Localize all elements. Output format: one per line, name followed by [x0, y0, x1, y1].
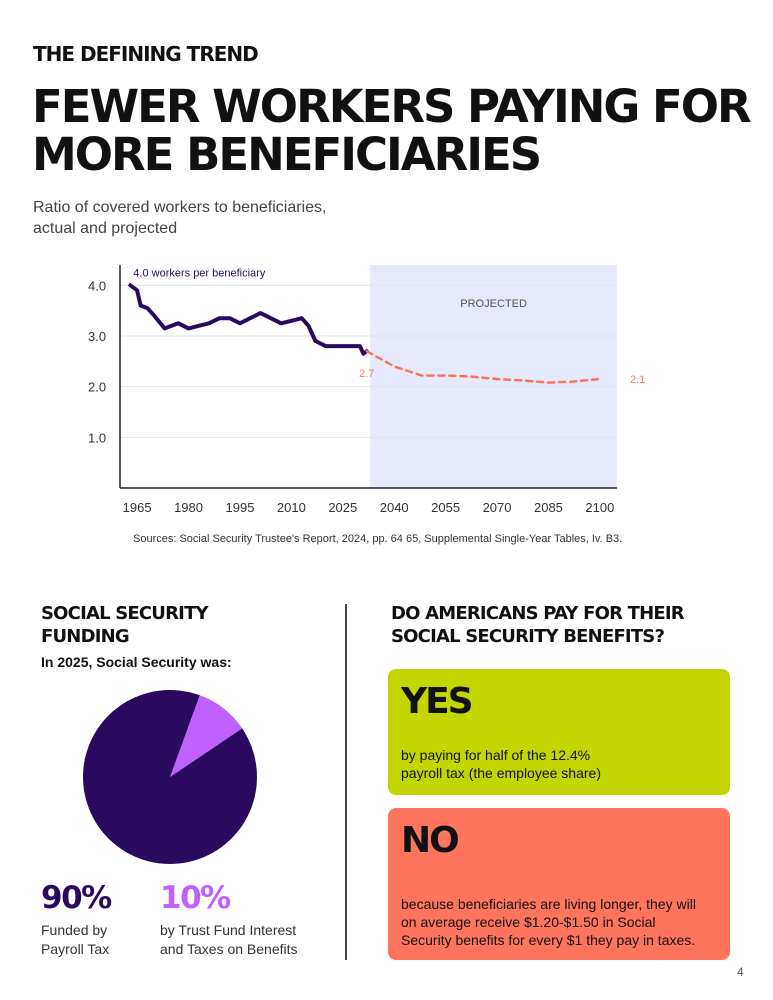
x-tick-label: 2010 — [277, 500, 306, 515]
worker-ratio-line-chart: PROJECTED 1.0 2.0 3.0 4.0 1965 1980 1995 2010 202… — [88, 265, 645, 515]
y-tick-label: 1.0 — [88, 430, 106, 445]
yes-text: by paying for half of the 12.4% payroll … — [401, 746, 601, 782]
actual-series-line — [128, 283, 369, 356]
page-number: 4 — [737, 965, 744, 979]
trust-fund-label: by Trust Fund Interest and Taxes on Bene… — [160, 921, 298, 959]
no-text: because beneficiaries are living longer,… — [401, 895, 696, 949]
no-card: NO because beneficiaries are living long… — [388, 808, 730, 960]
current-value-annotation: 2.7 — [359, 368, 374, 380]
x-tick-label: 1995 — [226, 500, 255, 515]
section-divider — [345, 604, 347, 960]
yes-heading: YES — [401, 681, 474, 722]
payroll-tax-label-line1: Funded by — [41, 922, 108, 938]
no-heading: NO — [401, 820, 460, 861]
x-tick-label: 1980 — [174, 500, 203, 515]
trust-fund-percent: 10% — [160, 880, 231, 916]
kicker: THE DEFINING TREND — [33, 42, 259, 66]
yes-card: YES by paying for half of the 12.4% payr… — [388, 669, 730, 795]
no-text-line3: Security benefits for every $1 they pay … — [401, 932, 696, 948]
question-title: DO AMERICANS PAY FOR THEIR SOCIAL SECURI… — [391, 603, 685, 647]
end-value-annotation: 2.1 — [630, 374, 645, 386]
x-tick-label: 2100 — [585, 500, 614, 515]
projected-label: PROJECTED — [460, 298, 527, 310]
payroll-tax-label: Funded by Payroll Tax — [41, 921, 109, 959]
funding-title: SOCIAL SECURITY FUNDING — [41, 603, 209, 647]
x-tick-label: 1965 — [123, 500, 152, 515]
y-tick-label: 4.0 — [88, 278, 106, 293]
yes-text-line1: by paying for half of the 12.4% — [401, 747, 591, 763]
sources-note: Sources: Social Security Trustee's Repor… — [133, 533, 623, 545]
chart-subtitle: Ratio of covered workers to beneficiarie… — [33, 199, 327, 237]
trust-fund-label-line1: by Trust Fund Interest — [160, 922, 297, 938]
x-tick-label: 2070 — [483, 500, 512, 515]
x-tick-label: 2055 — [431, 500, 460, 515]
projected-region — [370, 265, 617, 488]
y-tick-label: 2.0 — [88, 380, 106, 395]
y-tick-label: 3.0 — [88, 329, 106, 344]
no-text-line2: on average receive $1.20-$1.50 in Social — [401, 914, 656, 930]
yes-text-line2: payroll tax (the employee share) — [401, 765, 601, 781]
funding-pie-chart — [82, 689, 257, 864]
start-annotation: 4.0 workers per beneficiary — [133, 267, 266, 279]
x-tick-label: 2085 — [534, 500, 563, 515]
projected-series-line — [365, 349, 602, 384]
trust-fund-label-line2: and Taxes on Benefits — [160, 941, 298, 957]
funding-subtitle: In 2025, Social Security was: — [41, 654, 232, 670]
page-title: FEWER WORKERS PAYING FOR MORE BENEFICIAR… — [32, 80, 752, 181]
payroll-tax-label-line2: Payroll Tax — [41, 941, 110, 957]
x-tick-label: 2040 — [380, 500, 409, 515]
pie-slice-trust-fund — [170, 695, 243, 777]
payroll-tax-percent: 90% — [41, 880, 112, 916]
pie-slice-payroll-tax — [82, 689, 257, 864]
x-tick-label: 2025 — [328, 500, 357, 515]
no-text-line1: because beneficiaries are living longer,… — [401, 896, 696, 912]
